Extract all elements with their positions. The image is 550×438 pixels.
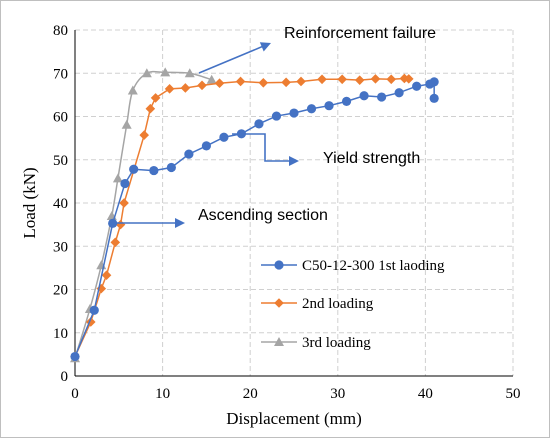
data-point — [121, 119, 132, 129]
data-point — [354, 75, 365, 85]
data-point — [370, 74, 381, 84]
data-point — [214, 78, 225, 88]
data-point — [101, 270, 112, 281]
arrow-head — [289, 156, 299, 166]
data-point — [258, 77, 269, 88]
data-point — [317, 74, 327, 85]
y-tick-label: 60 — [53, 110, 68, 126]
data-point — [359, 91, 369, 101]
data-point — [164, 84, 175, 94]
data-point — [139, 130, 150, 140]
y-axis-label: Load (kN) — [20, 167, 39, 238]
data-point — [145, 103, 156, 114]
plot-series — [70, 67, 439, 363]
y-tick-label: 50 — [53, 153, 68, 169]
annotation-reinforcement-failure: Reinforcement failure — [284, 25, 436, 42]
data-point — [70, 351, 80, 362]
data-point — [219, 132, 229, 142]
series-line — [74, 70, 212, 359]
reinforcement-failure-arrow — [198, 42, 271, 74]
data-point — [129, 164, 139, 174]
legend-item-2: 2nd loading — [261, 296, 374, 312]
data-point — [197, 80, 207, 91]
arrow-shaft — [232, 133, 289, 162]
data-point — [120, 178, 130, 189]
annotation-ascending-section: Ascending section — [198, 207, 328, 224]
data-point — [119, 198, 129, 208]
data-point — [394, 88, 404, 98]
y-tick-label: 40 — [53, 196, 68, 212]
series-3 — [70, 67, 217, 363]
data-point — [141, 68, 152, 78]
data-point — [254, 119, 264, 129]
data-point — [180, 83, 191, 93]
x-tick-label: 10 — [155, 386, 170, 402]
data-point — [386, 74, 397, 85]
x-tick-label: 30 — [330, 386, 345, 402]
x-tick-label: 40 — [418, 386, 433, 402]
yield-strength-arrow — [232, 133, 299, 166]
legend-label: C50-12-300 1st laoding — [302, 258, 445, 274]
data-point — [306, 104, 317, 114]
y-tick-label: 0 — [61, 369, 69, 385]
data-point — [112, 173, 123, 183]
data-point — [341, 96, 352, 106]
tick-labels: 0 10 20 30 40 50 0 10 20 30 40 50 60 70 80 — [53, 23, 521, 402]
legend-marker — [274, 337, 284, 346]
data-point — [271, 111, 282, 121]
data-point — [89, 305, 99, 315]
legend-item-1: C50-12-300 1st laoding — [261, 258, 445, 274]
data-point — [429, 77, 439, 87]
data-point — [110, 237, 121, 248]
legend-item-3: 3rd loading — [261, 335, 371, 351]
arrow-head — [259, 42, 271, 52]
data-point — [201, 141, 211, 151]
y-tick-label: 10 — [53, 326, 68, 342]
arrow-head — [175, 218, 185, 228]
x-axis-label: Displacement (mm) — [226, 409, 362, 428]
data-point — [206, 74, 217, 84]
data-point — [296, 76, 306, 87]
legend: C50-12-300 1st laoding 2nd loading 3rd loa… — [261, 258, 445, 351]
legend-marker — [274, 298, 284, 308]
data-point — [150, 93, 161, 103]
data-point — [127, 85, 138, 95]
data-point — [235, 76, 246, 87]
data-point — [377, 92, 387, 102]
data-point — [160, 67, 171, 77]
y-tick-label: 80 — [53, 23, 68, 39]
data-point — [289, 108, 299, 118]
annotation-yield-strength: Yield strength — [323, 150, 420, 167]
legend-label: 2nd loading — [302, 296, 374, 312]
y-tick-label: 20 — [53, 283, 68, 299]
axes — [74, 30, 513, 377]
data-point — [337, 74, 347, 85]
data-point — [184, 149, 194, 159]
x-tick-label: 50 — [506, 386, 521, 402]
legend-marker — [274, 260, 284, 270]
data-point — [281, 77, 291, 88]
data-point — [184, 68, 195, 78]
series-2 — [70, 73, 414, 362]
legend-label: 3rd loading — [302, 335, 371, 351]
data-point — [166, 162, 176, 173]
annotations: Reinforcement failure Yield strength Ascen… — [111, 25, 436, 228]
ascending-section-arrow — [111, 218, 185, 228]
arrow-shaft — [198, 45, 264, 74]
data-point — [149, 165, 159, 176]
data-point — [412, 81, 422, 91]
y-tick-label: 30 — [53, 239, 68, 255]
x-tick-label: 20 — [243, 386, 258, 402]
data-point — [324, 101, 334, 111]
x-tick-label: 0 — [71, 386, 79, 402]
series-1 — [70, 77, 439, 362]
data-point — [429, 93, 439, 103]
y-tick-label: 70 — [53, 66, 68, 82]
data-point — [403, 74, 414, 84]
data-point — [115, 219, 126, 230]
